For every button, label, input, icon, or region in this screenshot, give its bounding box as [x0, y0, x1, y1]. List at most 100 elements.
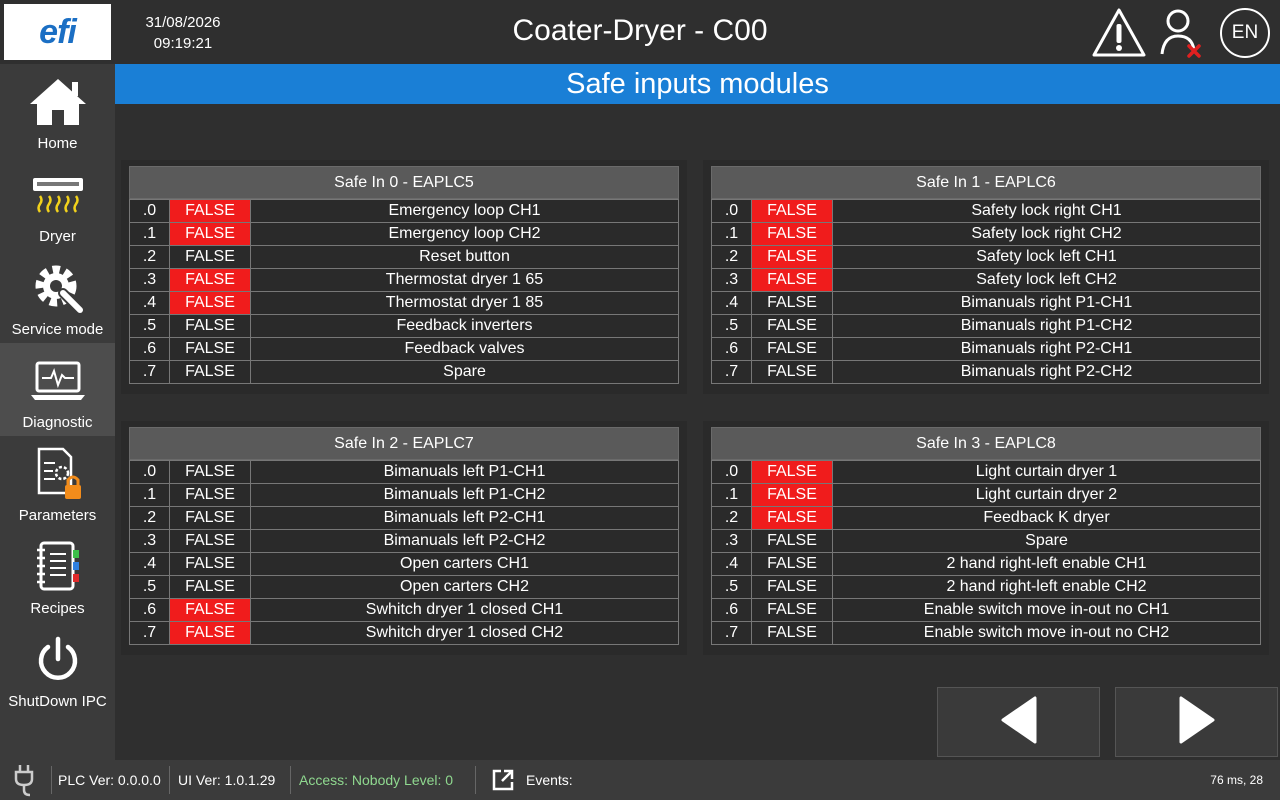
table-row: .4 FALSE Open carters CH1: [129, 552, 679, 576]
bit-value: FALSE: [169, 483, 251, 507]
table-row: .0 FALSE Emergency loop CH1: [129, 199, 679, 223]
bit-index: .0: [129, 199, 170, 223]
input-label: Bimanuals left P2-CH2: [250, 529, 679, 553]
table-row: .3 FALSE Bimanuals left P2-CH2: [129, 529, 679, 553]
warning-icon[interactable]: [1090, 6, 1148, 60]
user-logout-icon[interactable]: [1156, 6, 1206, 60]
language-button[interactable]: EN: [1220, 8, 1270, 58]
sidebar-item-shutdown[interactable]: ShutDown IPC: [0, 622, 115, 715]
input-label: Bimanuals left P1-CH2: [250, 483, 679, 507]
sidebar-item-label: Home: [37, 135, 78, 152]
table-row: .1 FALSE Bimanuals left P1-CH2: [129, 483, 679, 507]
bit-value: FALSE: [751, 460, 833, 484]
safe-module-3: Safe In 3 - EAPLC8 .0 FALSE Light curtain …: [703, 421, 1269, 655]
bit-value: FALSE: [751, 222, 833, 246]
sidebar-item-parameters[interactable]: Parameters: [0, 436, 115, 529]
external-link-icon[interactable]: [490, 760, 516, 800]
table-row: .3 FALSE Safety lock left CH2: [711, 268, 1261, 292]
input-label: 2 hand right-left enable CH1: [832, 552, 1261, 576]
bit-index: .4: [711, 552, 752, 576]
bit-value: FALSE: [169, 552, 251, 576]
input-label: Safety lock left CH2: [832, 268, 1261, 292]
module-table: .0 FALSE Emergency loop CH1.1 FALSE Emergenc…: [129, 199, 679, 384]
bit-value: FALSE: [169, 199, 251, 223]
previous-page-button[interactable]: [937, 687, 1100, 757]
parameters-lock-icon: [26, 444, 90, 504]
bit-index: .5: [129, 314, 170, 338]
bit-value: FALSE: [751, 483, 833, 507]
bit-index: .7: [711, 621, 752, 645]
bit-index: .2: [129, 506, 170, 530]
plug-icon: [12, 760, 38, 800]
sidebar: Home Dryer Ser: [0, 64, 115, 760]
table-row: .6 FALSE Bimanuals right P2-CH1: [711, 337, 1261, 361]
input-label: Spare: [832, 529, 1261, 553]
bit-index: .4: [711, 291, 752, 315]
table-row: .0 FALSE Light curtain dryer 1: [711, 460, 1261, 484]
input-label: Emergency loop CH2: [250, 222, 679, 246]
date-text: 31/08/2026: [145, 14, 221, 31]
sidebar-item-dryer[interactable]: Dryer: [0, 157, 115, 250]
module-title: Safe In 2 - EAPLC7: [129, 427, 679, 460]
bit-value: FALSE: [751, 360, 833, 384]
table-row: .7 FALSE Enable switch move in-out no CH2: [711, 621, 1261, 645]
input-label: 2 hand right-left enable CH2: [832, 575, 1261, 599]
safe-module-1: Safe In 1 - EAPLC6 .0 FALSE Safety lock ri…: [703, 160, 1269, 394]
bit-index: .0: [711, 199, 752, 223]
input-label: Light curtain dryer 1: [832, 460, 1261, 484]
sidebar-item-service-mode[interactable]: Service mode: [0, 250, 115, 343]
home-icon: [26, 72, 90, 132]
table-row: .1 FALSE Light curtain dryer 2: [711, 483, 1261, 507]
table-row: .4 FALSE 2 hand right-left enable CH1: [711, 552, 1261, 576]
date-time: 31/08/2026 09:19:21: [128, 12, 238, 54]
bit-index: .2: [129, 245, 170, 269]
bit-value: FALSE: [751, 268, 833, 292]
sidebar-item-label: Parameters: [18, 507, 97, 524]
arrow-left-icon: [997, 694, 1041, 751]
input-label: Safety lock right CH1: [832, 199, 1261, 223]
bit-index: .7: [129, 360, 170, 384]
safe-module-2: Safe In 2 - EAPLC7 .0 FALSE Bimanuals left…: [121, 421, 687, 655]
bit-index: .5: [129, 575, 170, 599]
efi-logo: efi: [4, 4, 111, 60]
sidebar-item-home[interactable]: Home: [0, 64, 115, 157]
sidebar-item-diagnostic[interactable]: Diagnostic: [0, 343, 115, 436]
table-row: .6 FALSE Swhitch dryer 1 closed CH1: [129, 598, 679, 622]
bit-value: FALSE: [169, 621, 251, 645]
bit-index: .7: [129, 621, 170, 645]
input-label: Safety lock left CH1: [832, 245, 1261, 269]
table-row: .4 FALSE Bimanuals right P1-CH1: [711, 291, 1261, 315]
input-label: Emergency loop CH1: [250, 199, 679, 223]
bit-index: .2: [711, 245, 752, 269]
cycle-time: 76 ms, 28: [1210, 773, 1263, 787]
module-title: Safe In 1 - EAPLC6: [711, 166, 1261, 199]
table-row: .0 FALSE Safety lock right CH1: [711, 199, 1261, 223]
table-row: .6 FALSE Feedback valves: [129, 337, 679, 361]
events-label[interactable]: Events:: [526, 772, 573, 788]
bit-value: FALSE: [751, 598, 833, 622]
dryer-icon: [26, 165, 90, 225]
input-label: Bimanuals left P1-CH1: [250, 460, 679, 484]
bit-value: FALSE: [169, 314, 251, 338]
input-label: Enable switch move in-out no CH2: [832, 621, 1261, 645]
next-page-button[interactable]: [1115, 687, 1278, 757]
bit-value: FALSE: [169, 337, 251, 361]
input-label: Open carters CH2: [250, 575, 679, 599]
input-label: Feedback valves: [250, 337, 679, 361]
sidebar-item-recipes[interactable]: Recipes: [0, 529, 115, 622]
bit-index: .0: [129, 460, 170, 484]
input-label: Swhitch dryer 1 closed CH1: [250, 598, 679, 622]
bit-value: FALSE: [169, 222, 251, 246]
bit-value: FALSE: [751, 529, 833, 553]
bit-value: FALSE: [169, 460, 251, 484]
page-title: Safe inputs modules: [115, 64, 1280, 104]
input-label: Swhitch dryer 1 closed CH2: [250, 621, 679, 645]
bit-index: .4: [129, 552, 170, 576]
bit-value: FALSE: [751, 552, 833, 576]
bit-value: FALSE: [169, 529, 251, 553]
input-label: Thermostat dryer 1 85: [250, 291, 679, 315]
input-label: Safety lock right CH2: [832, 222, 1261, 246]
module-title: Safe In 3 - EAPLC8: [711, 427, 1261, 460]
bit-index: .0: [711, 460, 752, 484]
table-row: .2 FALSE Safety lock left CH1: [711, 245, 1261, 269]
